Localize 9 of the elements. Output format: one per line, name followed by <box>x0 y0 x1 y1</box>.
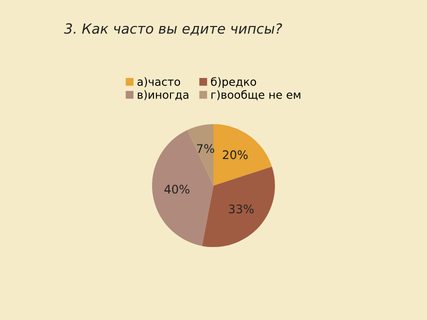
legend-label: г)вообще не ем <box>211 90 300 100</box>
data-label: 20% <box>222 150 248 160</box>
data-label: 7% <box>197 144 214 154</box>
chart-title: 3. Как часто вы едите чипсы? <box>64 23 282 36</box>
data-label: 40% <box>164 184 190 194</box>
legend-label: в)иногда <box>138 90 188 100</box>
data-label: 33% <box>228 204 254 214</box>
legend-label: б)редко <box>211 77 256 88</box>
legend-label: а)часто <box>137 77 180 88</box>
